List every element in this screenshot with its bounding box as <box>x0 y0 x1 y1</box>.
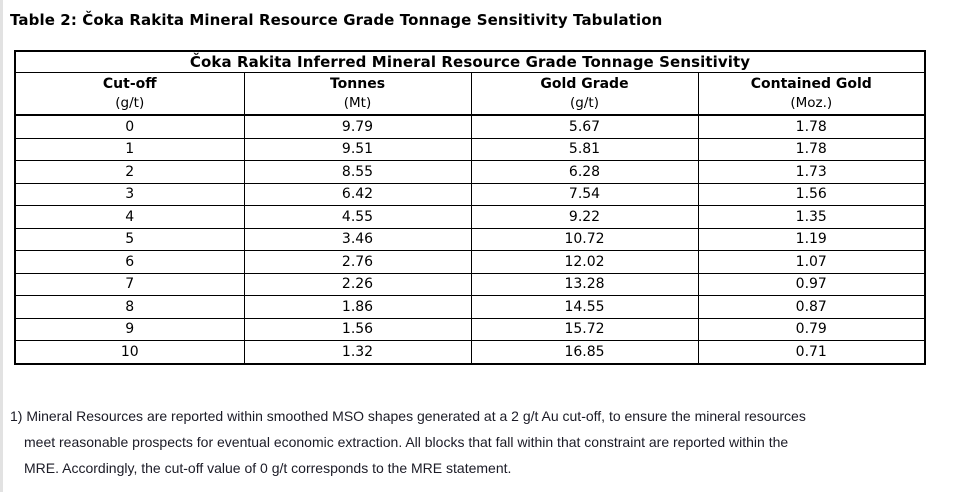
table-cell: 1.78 <box>697 137 926 161</box>
column-label: Contained Gold <box>750 76 872 92</box>
table-cell: 8 <box>14 295 245 319</box>
table-title-row: Čoka Rakita Inferred Mineral Resource Gr… <box>14 50 926 73</box>
table-row: 9 1.56 15.72 0.79 <box>14 317 926 341</box>
table-row: 3 6.42 7.54 1.56 <box>14 182 926 206</box>
table-cell: 15.72 <box>470 317 699 341</box>
table-cell: 9 <box>14 317 245 341</box>
table-cell: 1.78 <box>697 114 926 139</box>
table-cell: 12.02 <box>470 250 699 274</box>
table-cell: 4 <box>14 205 245 229</box>
table-row: 0 9.79 5.67 1.78 <box>14 114 926 139</box>
table-cell: 5.81 <box>470 137 699 161</box>
footnote-line: 1) Mineral Resources are reported within… <box>10 408 806 424</box>
column-label: Tonnes <box>329 76 386 92</box>
table-cell: 2.76 <box>243 250 472 274</box>
table-row: 10 1.32 16.85 0.71 <box>14 340 926 364</box>
table-cell: 0 <box>14 114 245 139</box>
column-header-gold-grade: Gold Grade (g/t) <box>470 72 699 116</box>
table-cell: 13.28 <box>470 272 699 296</box>
table-cell: 0.71 <box>697 340 926 364</box>
table-cell: 9.51 <box>243 137 472 161</box>
column-header-row: Cut-off (g/t) Tonnes (Mt) Gold Grade (g/t) Con… <box>14 72 926 116</box>
footnote-line: MRE. Accordingly, the cut-off value of 0… <box>24 460 512 476</box>
footnote: 1) Mineral Resources are reported within… <box>10 403 960 481</box>
table-cell: 9.79 <box>243 114 472 139</box>
table-cell: 4.55 <box>243 205 472 229</box>
table-cell: 2 <box>14 160 245 184</box>
table-cell: 1.07 <box>697 250 926 274</box>
table-cell: 7 <box>14 272 245 296</box>
table-cell: 0.97 <box>697 272 926 296</box>
column-unit: (Mt) <box>343 95 372 111</box>
column-header-contained-gold: Contained Gold (Moz.) <box>697 72 926 116</box>
table-cell: 3 <box>14 182 245 206</box>
column-label: Cut-off <box>102 76 157 92</box>
table-cell: 14.55 <box>470 295 699 319</box>
table-cell: 5 <box>14 227 245 251</box>
column-header-cut-off: Cut-off (g/t) <box>14 72 245 116</box>
table-row: 7 2.26 13.28 0.97 <box>14 272 926 296</box>
table-cell: 10 <box>14 340 245 364</box>
table-cell: 0.87 <box>697 295 926 319</box>
table-cell: 6 <box>14 250 245 274</box>
table-cell: 7.54 <box>470 182 699 206</box>
table-title: Čoka Rakita Inferred Mineral Resource Gr… <box>14 50 926 73</box>
table-cell: 1 <box>14 137 245 161</box>
table-cell: 9.22 <box>470 205 699 229</box>
table-cell: 6.28 <box>470 160 699 184</box>
table-cell: 3.46 <box>243 227 472 251</box>
table-row: 5 3.46 10.72 1.19 <box>14 227 926 251</box>
column-unit: (Moz.) <box>790 95 833 111</box>
table-cell: 1.19 <box>697 227 926 251</box>
column-header-tonnes: Tonnes (Mt) <box>243 72 472 116</box>
column-label: Gold Grade <box>540 76 629 92</box>
table-cell: 1.32 <box>243 340 472 364</box>
table-cell: 6.42 <box>243 182 472 206</box>
table-cell: 1.56 <box>697 182 926 206</box>
footnote-line: meet reasonable prospects for eventual e… <box>24 434 789 450</box>
table-row: 2 8.55 6.28 1.73 <box>14 160 926 184</box>
table-row: 6 2.76 12.02 1.07 <box>14 250 926 274</box>
table-cell: 10.72 <box>470 227 699 251</box>
table-body: 0 9.79 5.67 1.78 1 9.51 5.81 1.78 2 8.55 6.28 1.73 3… <box>14 114 926 364</box>
table-row: 4 4.55 9.22 1.35 <box>14 205 926 229</box>
table-cell: 1.56 <box>243 317 472 341</box>
table-cell: 8.55 <box>243 160 472 184</box>
table-cell: 5.67 <box>470 114 699 139</box>
table-cell: 0.79 <box>697 317 926 341</box>
table-cell: 2.26 <box>243 272 472 296</box>
table-row: 8 1.86 14.55 0.87 <box>14 295 926 319</box>
table-row: 1 9.51 5.81 1.78 <box>14 137 926 161</box>
table-cell: 1.73 <box>697 160 926 184</box>
column-unit: (g/t) <box>115 95 145 111</box>
table-cell: 1.35 <box>697 205 926 229</box>
table-cell: 1.86 <box>243 295 472 319</box>
grade-tonnage-table: Čoka Rakita Inferred Mineral Resource Gr… <box>14 50 927 365</box>
page-title: Table 2: Čoka Rakita Mineral Resource Gr… <box>10 11 663 29</box>
column-unit: (g/t) <box>570 95 599 111</box>
page-left-edge <box>0 0 3 492</box>
table-cell: 16.85 <box>470 340 699 364</box>
